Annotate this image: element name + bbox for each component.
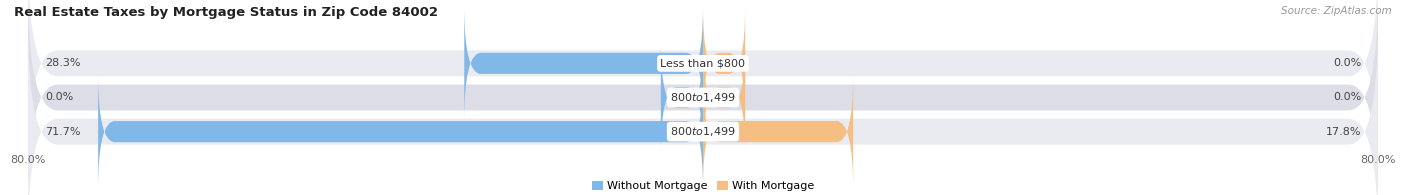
Text: 17.8%: 17.8%	[1326, 127, 1361, 137]
FancyBboxPatch shape	[703, 40, 745, 155]
Text: Less than $800: Less than $800	[661, 58, 745, 68]
FancyBboxPatch shape	[661, 40, 703, 155]
FancyBboxPatch shape	[703, 74, 853, 189]
FancyBboxPatch shape	[28, 0, 1378, 195]
Text: 0.0%: 0.0%	[1333, 92, 1361, 103]
Text: Real Estate Taxes by Mortgage Status in Zip Code 84002: Real Estate Taxes by Mortgage Status in …	[14, 6, 439, 19]
Text: $800 to $1,499: $800 to $1,499	[671, 91, 735, 104]
Text: 71.7%: 71.7%	[45, 127, 80, 137]
FancyBboxPatch shape	[28, 25, 1378, 195]
Text: 0.0%: 0.0%	[45, 92, 73, 103]
FancyBboxPatch shape	[464, 6, 703, 121]
Text: 28.3%: 28.3%	[45, 58, 80, 68]
Text: Source: ZipAtlas.com: Source: ZipAtlas.com	[1281, 6, 1392, 16]
Text: 0.0%: 0.0%	[1333, 58, 1361, 68]
FancyBboxPatch shape	[703, 6, 745, 121]
Legend: Without Mortgage, With Mortgage: Without Mortgage, With Mortgage	[588, 177, 818, 195]
FancyBboxPatch shape	[98, 74, 703, 189]
Text: $800 to $1,499: $800 to $1,499	[671, 125, 735, 138]
FancyBboxPatch shape	[28, 0, 1378, 170]
